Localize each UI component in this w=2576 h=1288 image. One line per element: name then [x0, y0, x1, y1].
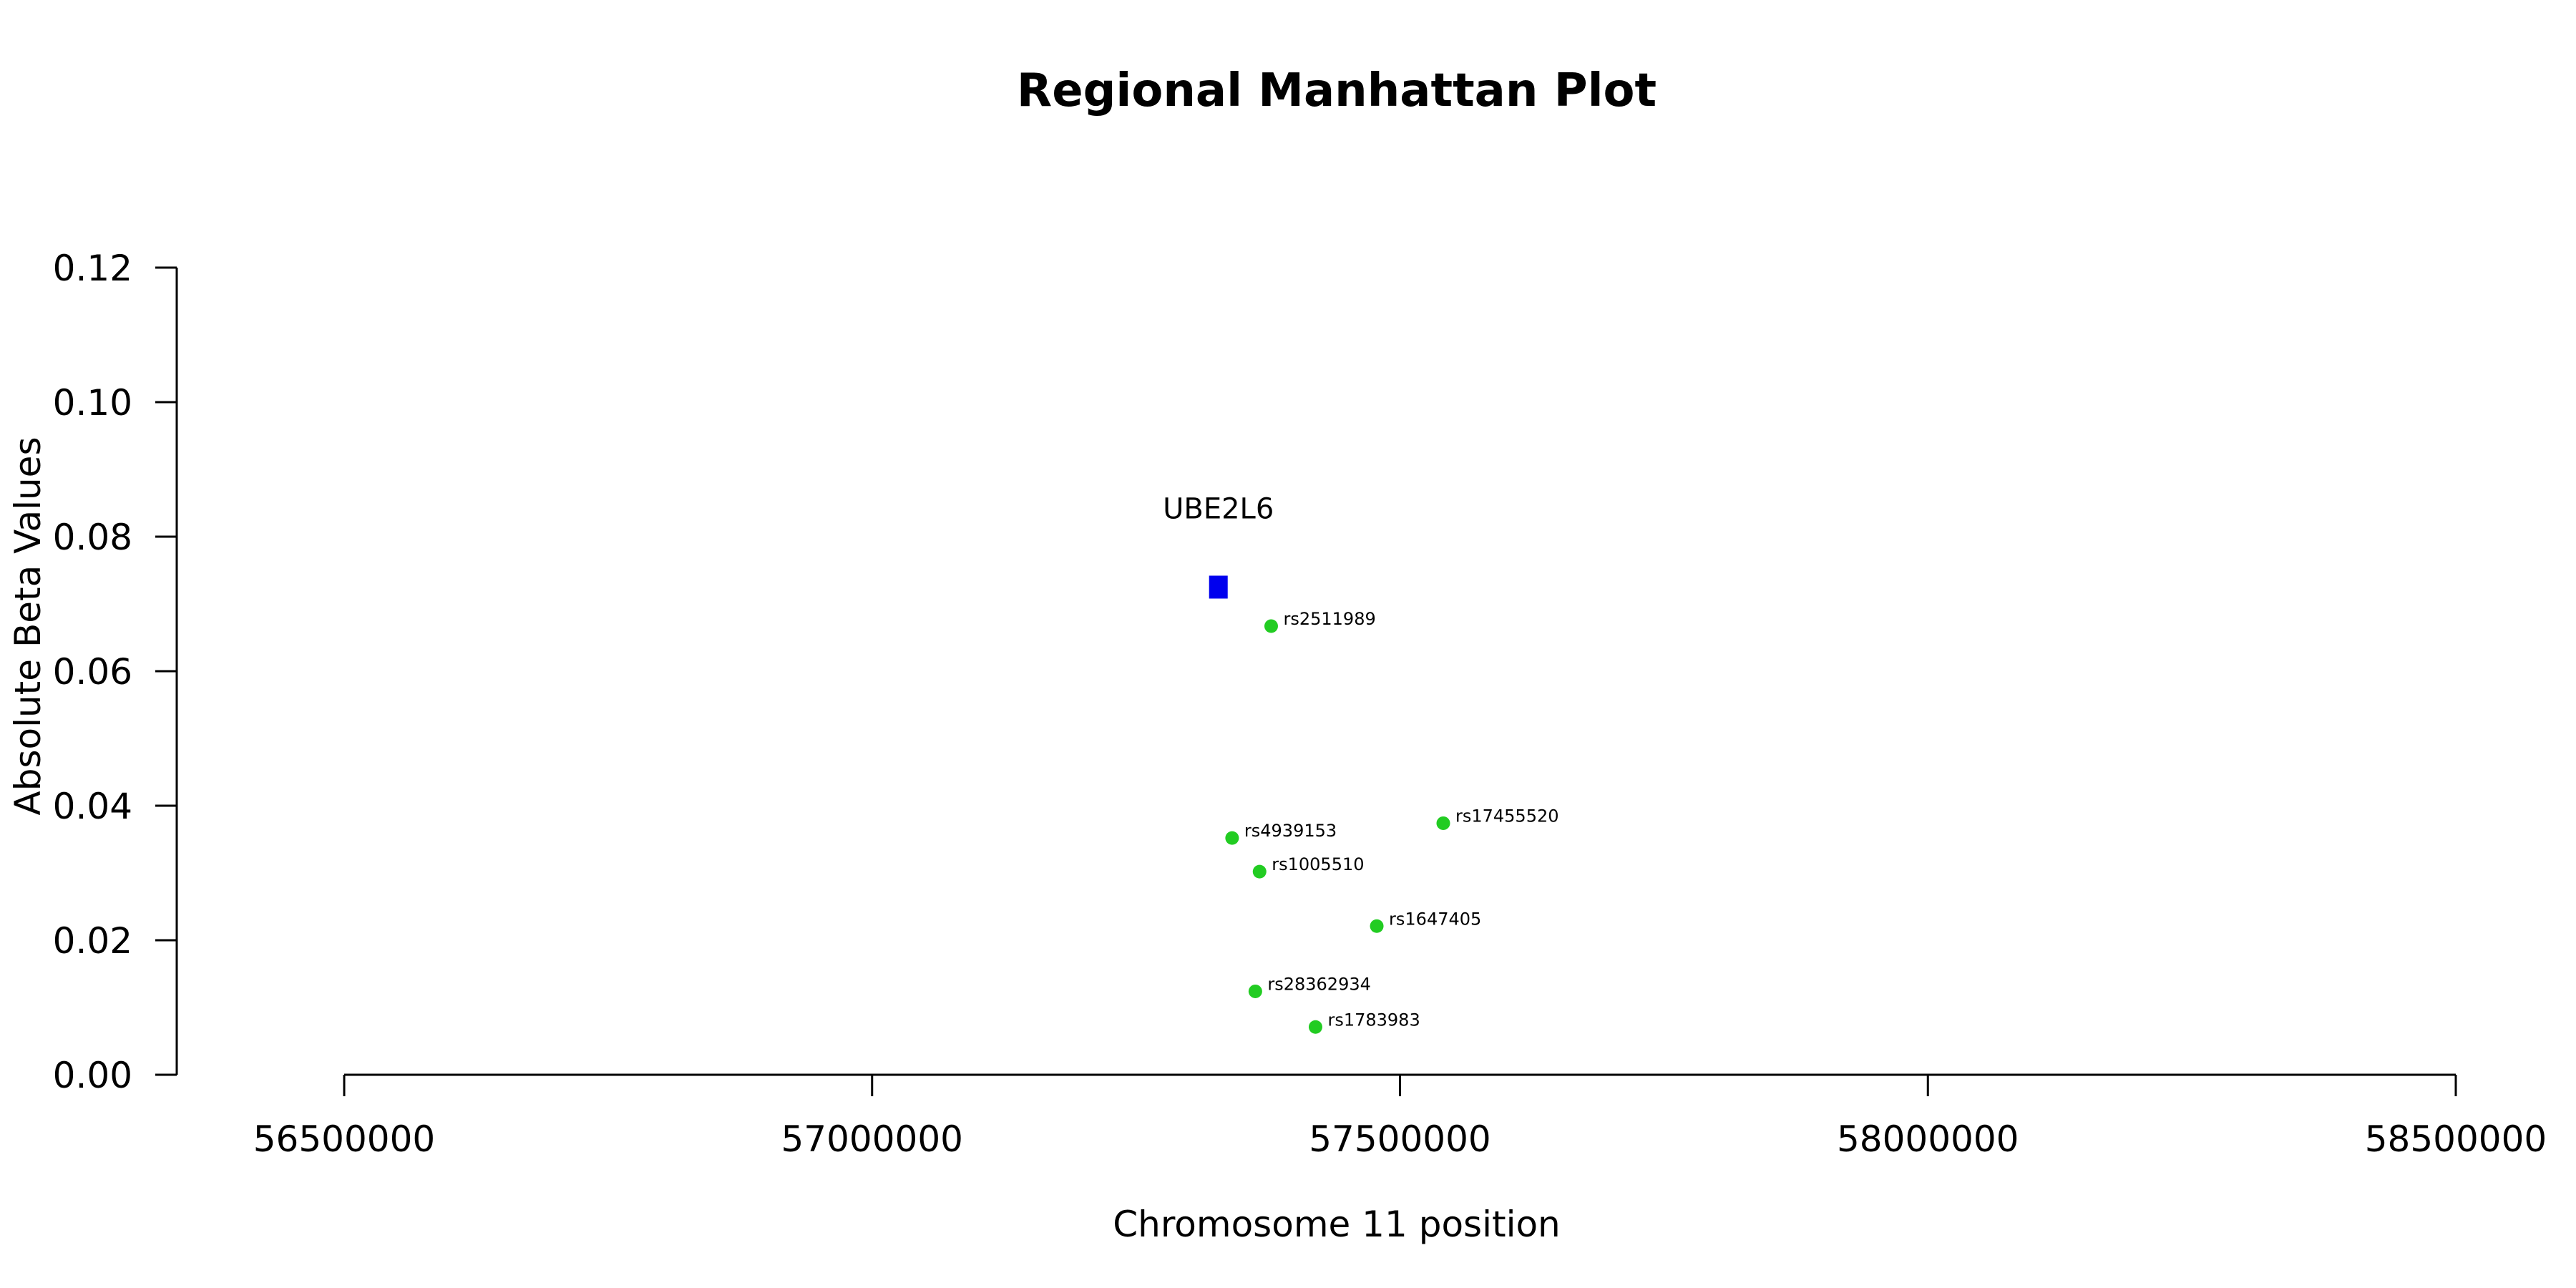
x-tick-label: 58000000 — [1837, 1118, 2019, 1160]
snp-label: rs28362934 — [1267, 974, 1371, 994]
y-axis: 0.00 0.02 0.04 0.06 0.08 0.10 0.12 — [53, 248, 178, 1096]
snp-point — [1264, 619, 1278, 633]
snp-label: rs4939153 — [1244, 821, 1337, 841]
data-marks: UBE2L6 rs2511989 rs17455520 rs4939153 rs1005… — [1163, 493, 1559, 1034]
y-axis-title: Absolute Beta Values — [7, 437, 49, 816]
snp-point — [1308, 1020, 1322, 1034]
gene-label: UBE2L6 — [1163, 493, 1274, 526]
x-axis: 56500000 57000000 57500000 58000000 58500000 — [253, 1073, 2547, 1160]
snp-label: rs1783983 — [1327, 1010, 1420, 1030]
y-tick-label: 0.08 — [53, 517, 132, 558]
y-tick-label: 0.06 — [53, 651, 132, 693]
x-tick-label: 58500000 — [2365, 1118, 2547, 1160]
snp-point — [1248, 984, 1262, 998]
y-tick-label: 0.02 — [53, 920, 132, 962]
y-tick-label: 0.12 — [53, 248, 132, 289]
x-tick-label: 57000000 — [781, 1118, 964, 1160]
snp-label: rs1005510 — [1272, 854, 1364, 874]
x-tick-label: 57500000 — [1309, 1118, 1491, 1160]
snp-label: rs17455520 — [1455, 806, 1559, 826]
chart-title: Regional Manhattan Plot — [1017, 64, 1657, 117]
snp-point — [1436, 816, 1450, 830]
snp-label: rs2511989 — [1283, 609, 1375, 629]
snp-label: rs1647405 — [1389, 909, 1481, 929]
snp-point — [1252, 864, 1267, 879]
x-tick-label: 56500000 — [253, 1118, 436, 1160]
snp-point — [1370, 919, 1384, 933]
y-tick-label: 0.04 — [53, 786, 132, 827]
gene-marker — [1209, 575, 1228, 599]
x-axis-title: Chromosome 11 position — [1113, 1204, 1561, 1245]
snp-point — [1225, 831, 1239, 845]
y-tick-label: 0.10 — [53, 382, 132, 424]
y-tick-label: 0.00 — [53, 1055, 132, 1096]
